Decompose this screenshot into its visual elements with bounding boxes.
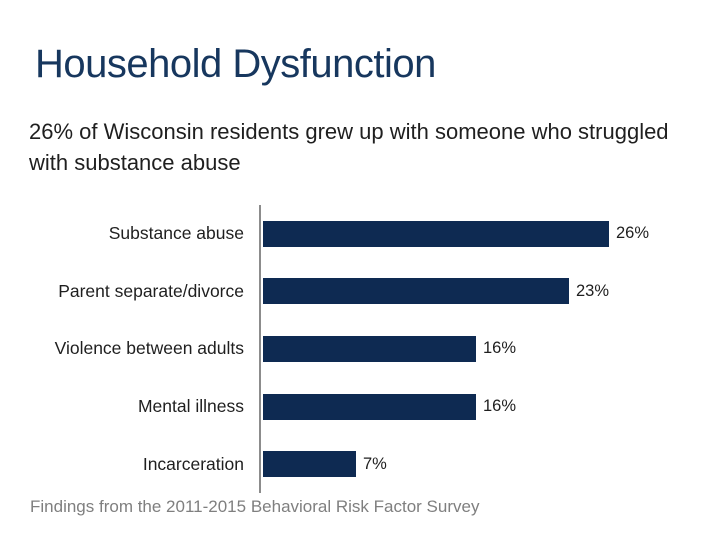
value-label: 7% xyxy=(363,454,387,473)
bar-track: 23% xyxy=(260,263,700,321)
category-label: Violence between adults xyxy=(54,338,244,359)
bar xyxy=(263,393,476,420)
slide-subtitle: 26% of Wisconsin residents grew up with … xyxy=(29,119,669,175)
bar xyxy=(263,220,609,247)
value-label: 16% xyxy=(483,397,517,416)
chart-row: Substance abuse 26% xyxy=(0,205,700,263)
category-label: Parent separate/divorce xyxy=(58,280,244,301)
bar-chart: Substance abuse 26% Parent separate/divorc… xyxy=(0,205,700,493)
bar xyxy=(263,451,356,478)
category-label: Incarceration xyxy=(142,453,244,474)
value-label: 26% xyxy=(616,224,650,243)
chart-rows: Substance abuse 26% Parent separate/divorc… xyxy=(0,205,700,493)
chart-row: Violence between adults 16% xyxy=(0,320,700,378)
bar xyxy=(263,278,569,305)
chart-row: Mental illness 16% xyxy=(0,378,700,436)
category-label: Mental illness xyxy=(137,396,244,417)
value-label: 16% xyxy=(483,339,517,358)
category-label: Substance abuse xyxy=(108,223,244,244)
footnote: Findings from the 2011-2015 Behavioral R… xyxy=(30,497,480,516)
page-title: Household Dysfunction xyxy=(35,42,436,86)
bar-track: 16% xyxy=(260,320,700,378)
chart-axis-line xyxy=(259,205,261,493)
chart-row: Incarceration 7% xyxy=(0,435,700,493)
value-label: 23% xyxy=(576,281,610,300)
bar-track: 16% xyxy=(260,378,700,436)
bar-track: 26% xyxy=(260,205,700,263)
bar xyxy=(263,335,476,362)
chart-row: Parent separate/divorce 23% xyxy=(0,263,700,321)
bar-track: 7% xyxy=(260,435,700,493)
